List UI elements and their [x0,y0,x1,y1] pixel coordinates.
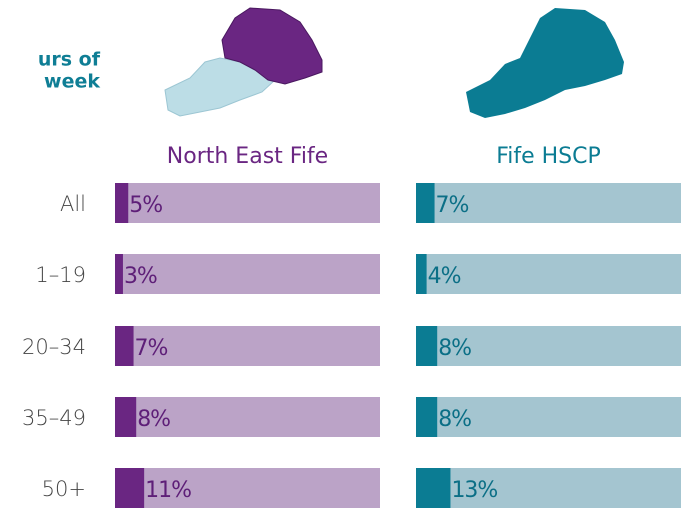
bar [115,468,145,508]
track [416,254,681,294]
panel-label: Fife HSCP [496,144,601,169]
value-label: 5% [129,193,162,218]
value-label: 8% [438,336,471,361]
category-label: All [60,192,86,216]
bar [416,183,435,223]
value-label: 8% [137,407,170,432]
bar [416,468,451,508]
bar [416,326,438,366]
track [416,397,681,437]
category-label: 35–49 [22,406,86,430]
value-label: 7% [436,193,469,218]
map-north-east-fife [164,7,323,117]
bar [115,326,134,366]
value-label: 8% [438,407,471,432]
track [416,468,681,508]
value-label: 4% [428,264,461,289]
bar [115,254,123,294]
value-label: 13% [451,478,497,503]
track [115,326,380,366]
category-label: 50+ [42,477,86,501]
value-label: 7% [135,336,168,361]
title-line: week [44,71,100,93]
track [115,183,380,223]
track [416,326,681,366]
track [416,183,681,223]
panel-label: North East Fife [167,144,328,169]
track [115,397,380,437]
bar [115,397,137,437]
bar [416,254,427,294]
track [115,254,380,294]
value-label: 11% [145,478,191,503]
title-line: urs of [38,49,101,71]
bar [115,183,129,223]
category-label: 20–34 [22,335,86,359]
map-fife-hscp [466,8,624,118]
value-label: 3% [124,264,157,289]
category-label: 1–19 [35,263,86,287]
track [115,468,380,508]
bar [416,397,438,437]
